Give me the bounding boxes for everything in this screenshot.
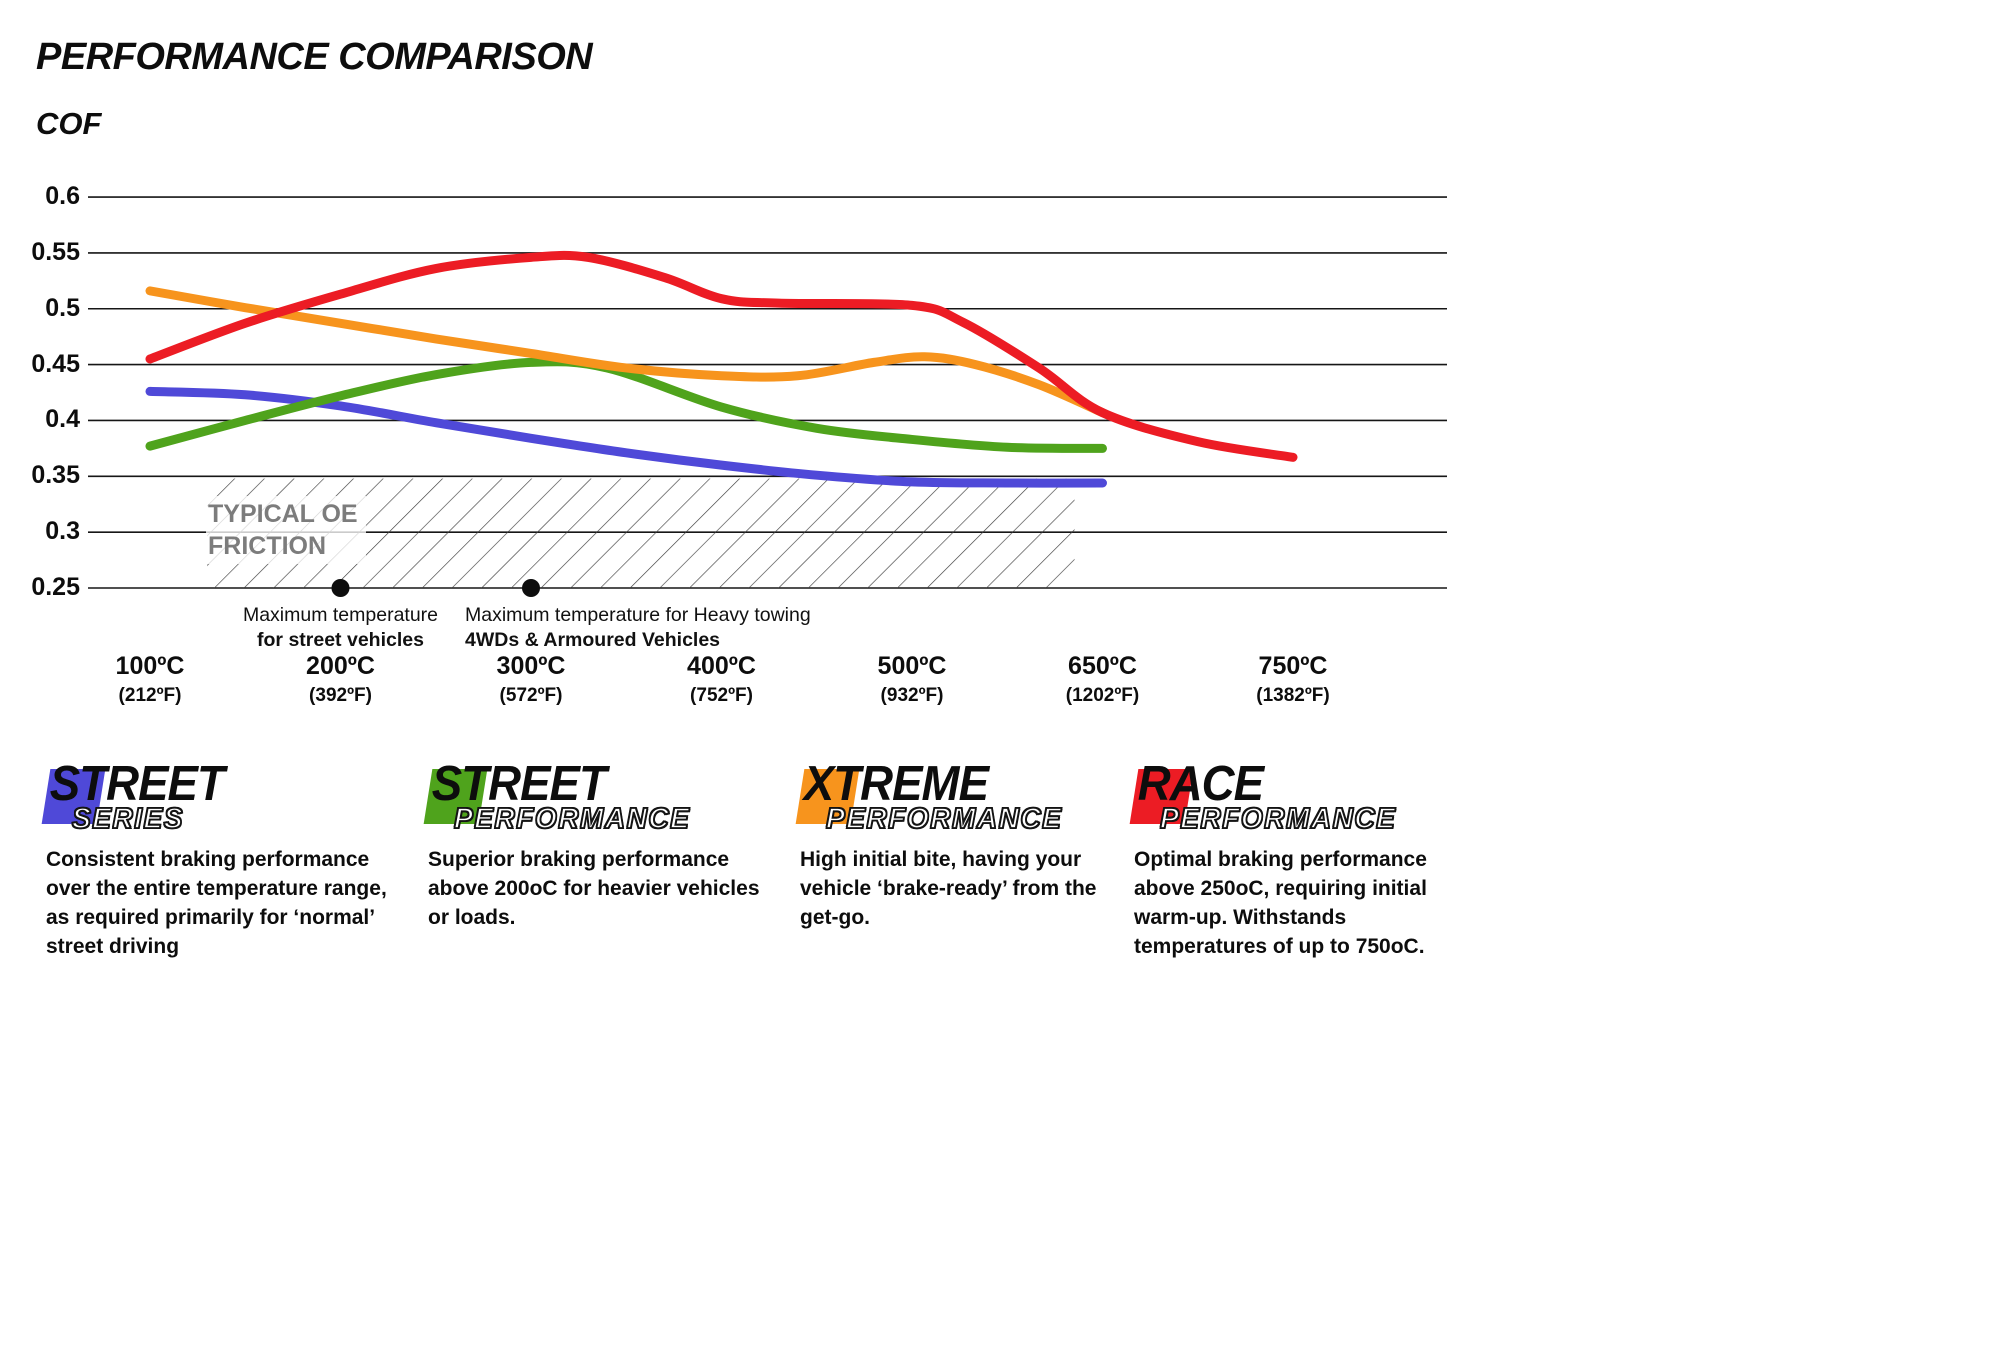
brand-word1: RACE (1137, 757, 1264, 811)
x-tick-label: 500ºC (932ºF) (877, 652, 947, 706)
marker-dot (522, 579, 540, 597)
line-street-performance (145, 357, 1107, 453)
x-tick-label: 300ºC (572ºF) (496, 652, 566, 706)
page-title: PERFORMANCE COMPARISON (36, 36, 593, 78)
oe-friction-label: TYPICAL OE FRICTION (206, 496, 366, 564)
marker-annotation: Maximum temperature for street vehicles (242, 604, 439, 651)
line-xtreme-performance (145, 286, 1107, 418)
brand-word2: SERIES (71, 802, 184, 836)
marker-annotation: Maximum temperature for Heavy towing 4WDs… (465, 604, 811, 651)
xtreme-performance-logo: XTREME PERFORMANCE (795, 756, 1102, 846)
y-tick-label: 0.45 (31, 349, 80, 378)
y-tick-label: 0.4 (45, 405, 80, 434)
x-tick-label: 100ºC (212ºF) (115, 652, 185, 706)
y-tick-label: 0.35 (31, 461, 80, 490)
brand-description: High initial bite, having your vehicle ‘… (800, 848, 1097, 929)
brand-description: Superior braking performance above 200oC… (428, 848, 760, 929)
marker-dot (331, 579, 350, 597)
brand-word1: STREET (431, 757, 607, 811)
legend-item-race-performance: RACE PERFORMANCE Optimal braking perform… (1129, 756, 1482, 962)
y-tick-label: 0.55 (31, 237, 80, 266)
brand-word1: XTREME (803, 757, 989, 811)
street-series-logo: STREET SERIES (41, 756, 408, 846)
x-tick-label: 650ºC (1202ºF) (1065, 652, 1140, 706)
y-tick-label: 0.3 (45, 517, 80, 546)
y-tick-label: 0.6 (45, 182, 80, 211)
brand-word1: STREET (49, 757, 225, 811)
y-tick-label: 0.5 (45, 293, 80, 322)
brand-description: Consistent braking performance over the … (46, 848, 387, 958)
y-axis-title: COF (36, 106, 102, 141)
line-race-performance (145, 250, 1298, 462)
y-tick-label: 0.25 (31, 573, 80, 601)
x-tick-label: 750ºC (1382ºF) (1256, 652, 1330, 706)
brand-description: Optimal braking performance above 250oC,… (1134, 848, 1427, 958)
brand-word2: PERFORMANCE (1159, 802, 1397, 836)
x-tick-label: 200ºC (392ºF) (306, 652, 375, 706)
legend-item-xtreme-performance: XTREME PERFORMANCE High initial bite, ha… (795, 756, 1102, 933)
brand-word2: PERFORMANCE (453, 802, 691, 836)
street-performance-logo: STREET PERFORMANCE (423, 756, 784, 846)
oe-friction-label-line1: TYPICAL OE (208, 500, 358, 528)
race-performance-logo: RACE PERFORMANCE (1129, 756, 1482, 846)
x-tick-label: 400ºC (752ºF) (687, 652, 756, 706)
brand-word2: PERFORMANCE (825, 802, 1063, 836)
oe-friction-label-line2: FRICTION (208, 532, 327, 560)
chart-plot (88, 196, 1447, 597)
legend-item-street-performance: STREET PERFORMANCE Superior braking perf… (423, 756, 784, 933)
legend-item-street-series: STREET SERIES Consistent braking perform… (41, 756, 408, 962)
